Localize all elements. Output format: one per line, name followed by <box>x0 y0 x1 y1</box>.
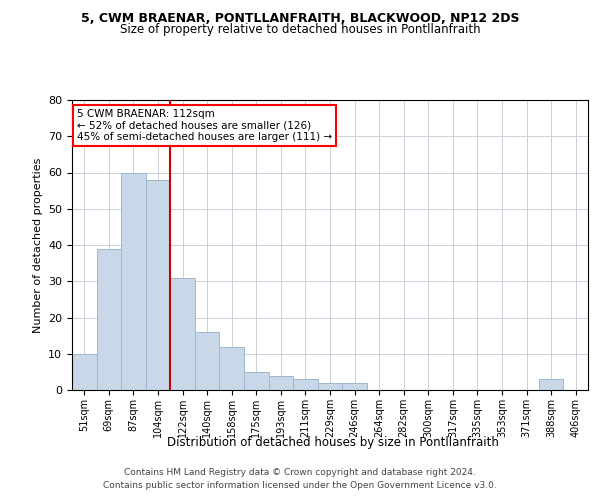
Bar <box>146 180 170 390</box>
Text: Contains public sector information licensed under the Open Government Licence v3: Contains public sector information licen… <box>103 480 497 490</box>
Bar <box>220 346 244 390</box>
Bar <box>269 376 293 390</box>
Bar <box>72 354 97 390</box>
Y-axis label: Number of detached properties: Number of detached properties <box>32 158 43 332</box>
Bar <box>342 383 367 390</box>
Bar <box>121 172 146 390</box>
Text: Contains HM Land Registry data © Crown copyright and database right 2024.: Contains HM Land Registry data © Crown c… <box>124 468 476 477</box>
Bar <box>318 383 342 390</box>
Bar <box>97 248 121 390</box>
Bar <box>170 278 195 390</box>
Bar <box>293 379 318 390</box>
Text: 5 CWM BRAENAR: 112sqm
← 52% of detached houses are smaller (126)
45% of semi-det: 5 CWM BRAENAR: 112sqm ← 52% of detached … <box>77 108 332 142</box>
Bar <box>244 372 269 390</box>
Bar <box>195 332 220 390</box>
Text: Distribution of detached houses by size in Pontllanfraith: Distribution of detached houses by size … <box>167 436 499 449</box>
Bar <box>539 379 563 390</box>
Text: 5, CWM BRAENAR, PONTLLANFRAITH, BLACKWOOD, NP12 2DS: 5, CWM BRAENAR, PONTLLANFRAITH, BLACKWOO… <box>81 12 519 26</box>
Text: Size of property relative to detached houses in Pontllanfraith: Size of property relative to detached ho… <box>119 22 481 36</box>
